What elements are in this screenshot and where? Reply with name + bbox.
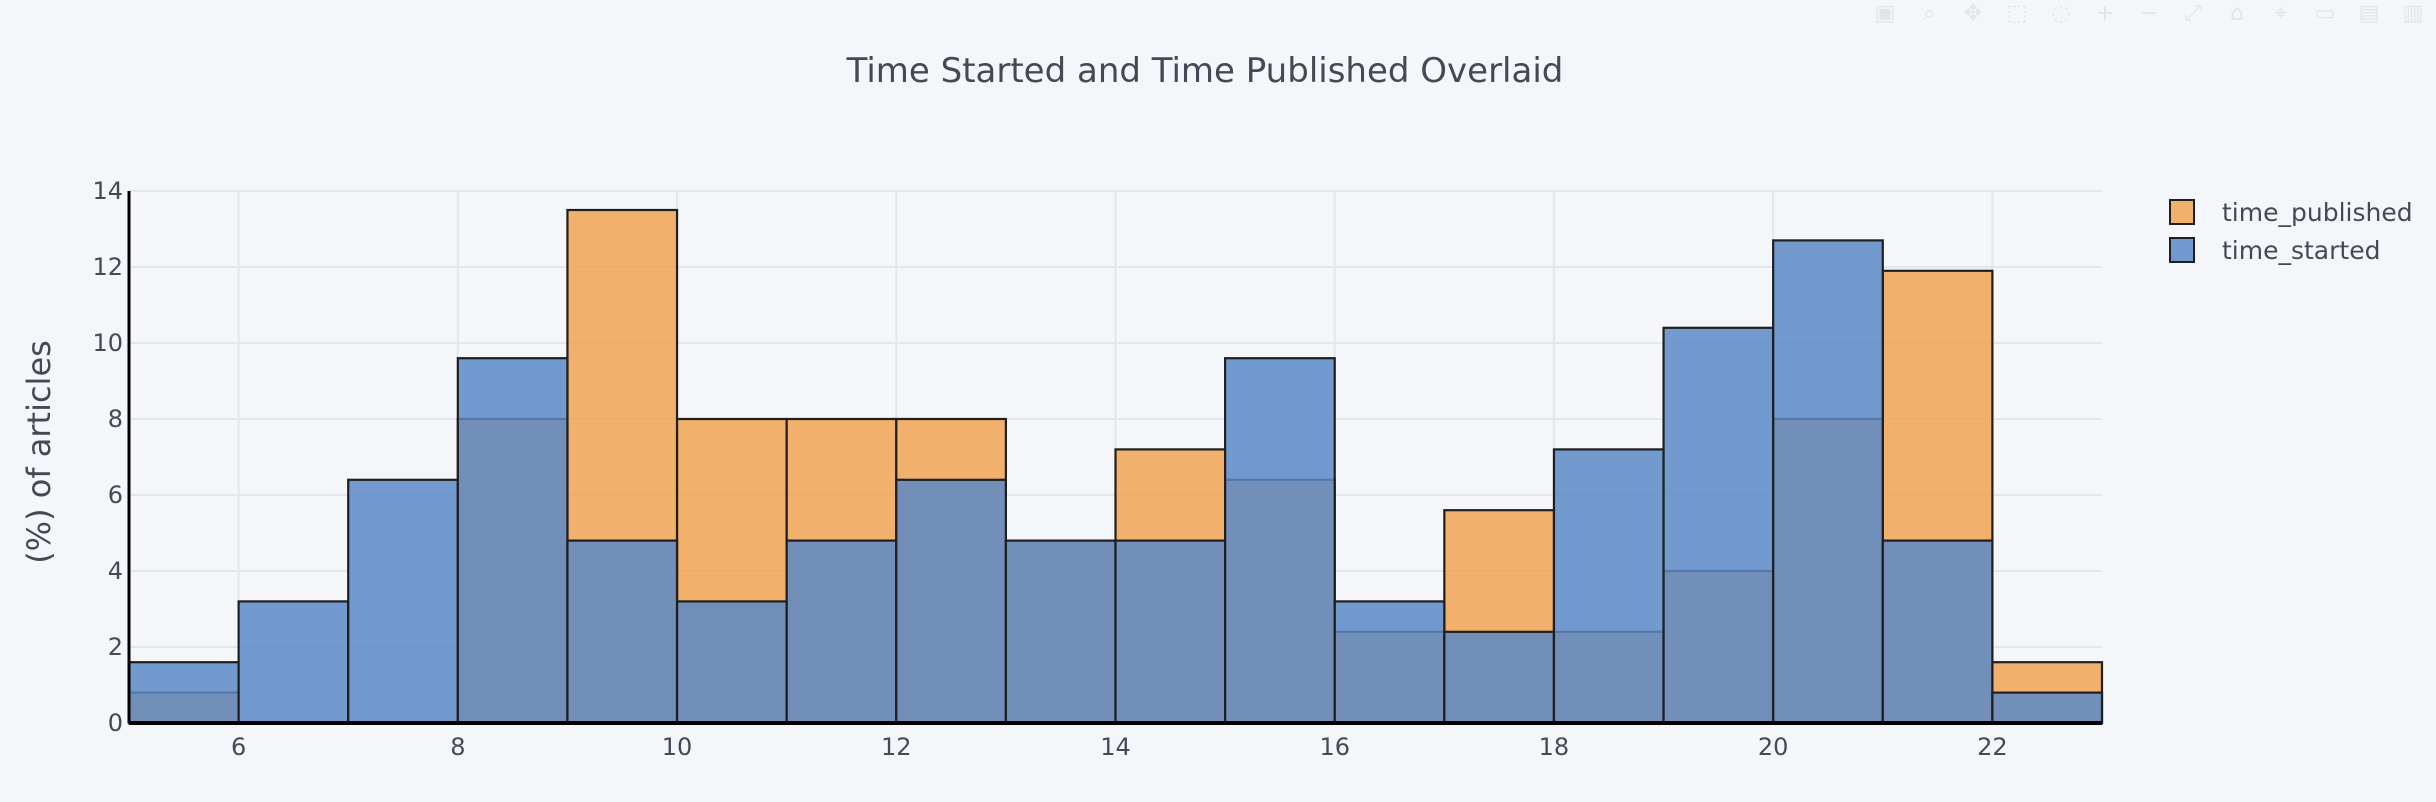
legend-swatch-time_started[interactable] (2169, 237, 2195, 263)
reset-axes-icon[interactable]: ⌂ (2230, 1, 2244, 26)
pan-icon[interactable]: ✥ (1963, 1, 1983, 26)
bar-time_started[interactable] (566, 539, 679, 725)
camera-icon[interactable]: ▣ (1874, 1, 1896, 26)
x-tick-label: 12 (881, 733, 912, 761)
x-tick-label: 10 (662, 733, 693, 761)
bar-time_started[interactable] (675, 600, 788, 725)
hover-compare-icon[interactable]: ▤ (2358, 1, 2380, 26)
autoscale-icon[interactable]: ⤢ (2184, 1, 2202, 26)
hover-closest-icon[interactable]: ▭ (2314, 1, 2336, 26)
x-tick-label: 22 (1977, 733, 2008, 761)
zoom-icon[interactable]: ⌕ (1922, 1, 1936, 26)
bar-time_started[interactable] (895, 478, 1007, 725)
x-tick-label: 8 (450, 733, 465, 761)
bar-time_started[interactable] (1224, 357, 1336, 725)
bar-time_started[interactable] (1991, 691, 2104, 725)
y-tick-label: 6 (108, 481, 123, 509)
y-tick-label: 14 (92, 177, 123, 205)
x-tick-label: 14 (1100, 733, 1131, 761)
y-tick-label: 8 (108, 405, 123, 433)
y-tick-label: 12 (92, 253, 123, 281)
bar-time_started[interactable] (127, 661, 240, 725)
bar-time_started[interactable] (347, 478, 459, 725)
x-tick-label: 20 (1758, 733, 1789, 761)
legend: time_published time_started (2169, 198, 2413, 265)
bar-time_started[interactable] (1772, 239, 1884, 725)
x-axis-ticks: 6 8 10 12 14 16 18 20 22 (231, 733, 2008, 761)
y-tick-label: 4 (108, 557, 123, 585)
chart-title: Time Started and Time Published Overlaid (846, 51, 1564, 91)
y-axis-label: (%) of articles (20, 340, 58, 564)
bar-time_started[interactable] (456, 357, 569, 725)
modebar: ▣ ⌕ ✥ ⬚ ◌ + − ⤢ ⌂ ⌖ ▭ ▤ ▥ (1870, 2, 2428, 26)
bar-time_started[interactable] (1333, 600, 1446, 725)
legend-swatch-time_published[interactable] (2169, 199, 2195, 225)
zoom-out-icon[interactable]: − (2139, 1, 2159, 26)
y-tick-label: 0 (108, 709, 123, 737)
bar-time_started[interactable] (1114, 539, 1227, 725)
bar-time_started[interactable] (1552, 448, 1665, 725)
y-axis-ticks: 0 2 4 6 8 10 12 14 (92, 177, 123, 737)
bar-time_started[interactable] (1662, 326, 1775, 725)
y-tick-label: 10 (92, 329, 123, 357)
spike-lines-icon[interactable]: ⌖ (2274, 1, 2288, 26)
box-select-icon[interactable]: ⬚ (2006, 1, 2028, 26)
y-tick-label: 2 (108, 633, 123, 661)
x-tick-label: 6 (231, 733, 246, 761)
axes (127, 191, 2102, 725)
zoom-in-icon[interactable]: + (2095, 1, 2115, 26)
bar-time_started[interactable] (237, 600, 350, 725)
bar-time_started[interactable] (1443, 630, 1556, 725)
bar-time_started[interactable] (1004, 539, 1117, 725)
legend-label-time_published[interactable]: time_published (2222, 198, 2413, 227)
legend-label-time_started[interactable]: time_started (2222, 236, 2380, 265)
bar-time_started[interactable] (785, 539, 898, 725)
bars (127, 208, 2104, 725)
lasso-icon[interactable]: ◌ (2051, 1, 2071, 26)
bar-time_started[interactable] (1881, 539, 1994, 725)
x-tick-label: 16 (1319, 733, 1350, 761)
plotly-logo-icon[interactable]: ▥ (2402, 1, 2424, 26)
x-tick-label: 18 (1539, 733, 1570, 761)
